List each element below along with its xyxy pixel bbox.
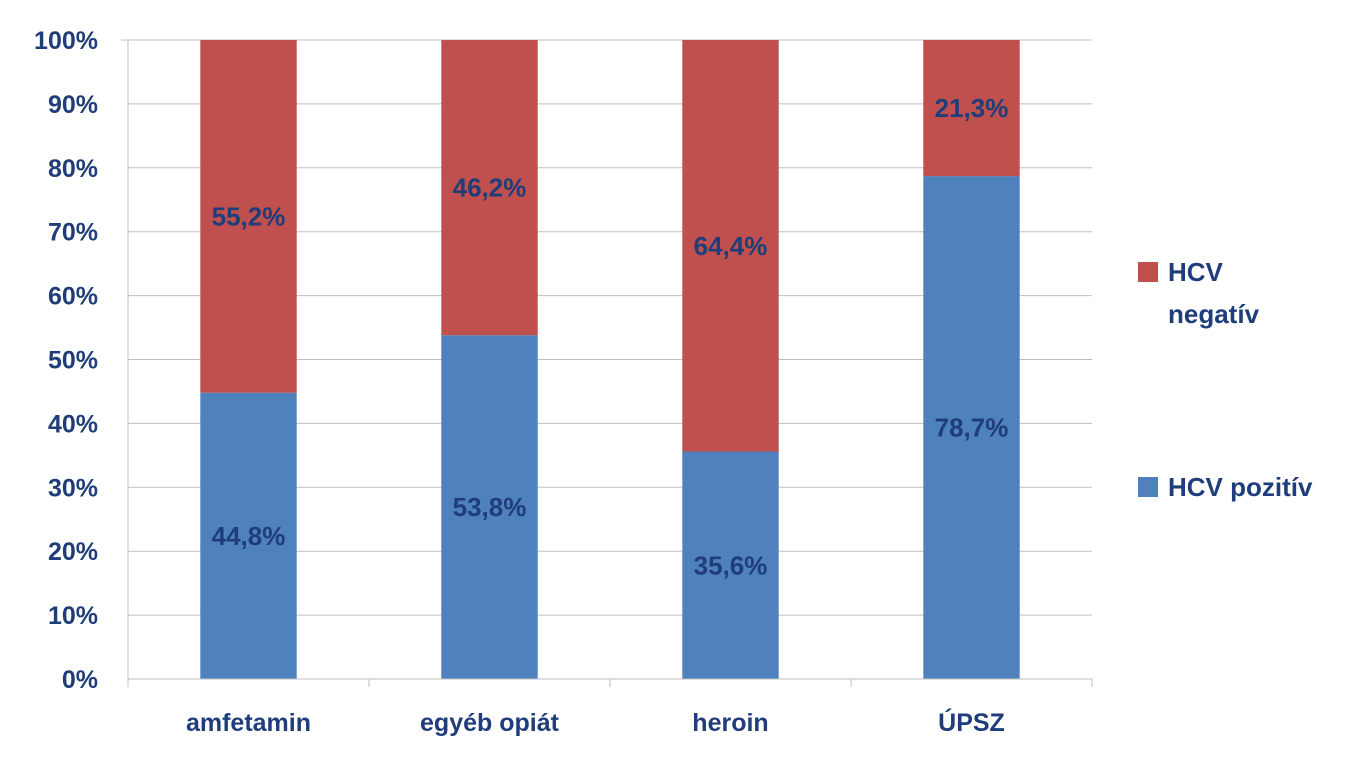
bar-segment xyxy=(682,40,779,452)
data-label: 21,3% xyxy=(935,93,1009,123)
y-tick-label: 50% xyxy=(48,347,98,375)
y-tick-label: 60% xyxy=(48,283,98,311)
bar-segment xyxy=(441,40,538,336)
data-label: 55,2% xyxy=(212,201,286,231)
data-label: 44,8% xyxy=(212,521,286,551)
y-tick-label: 70% xyxy=(48,219,98,247)
bar-segment xyxy=(923,40,1020,177)
legend: HCV negatív HCV pozitív xyxy=(1138,257,1313,502)
legend-swatch xyxy=(1138,262,1158,282)
y-tick-label: 90% xyxy=(48,91,98,119)
bar-segment xyxy=(200,392,297,679)
y-axis-ticks: 0% 10% 20% 30% 40% 50% 60% 70% 80% 90% 100% xyxy=(34,27,98,694)
y-tick-label: 80% xyxy=(48,155,98,183)
data-label: 35,6% xyxy=(694,550,768,580)
y-tick-label: 30% xyxy=(48,474,98,502)
bar-segment xyxy=(441,335,538,679)
y-tick-label: 20% xyxy=(48,538,98,566)
legend-label: HCV pozitív xyxy=(1168,472,1313,502)
data-labels: 44,8% 55,2% 53,8% 46,2% 35,6% 64,4% 78,7% 21,3% xyxy=(212,93,1009,580)
bars xyxy=(200,40,1020,679)
x-category-label: egyéb opiát xyxy=(420,709,560,737)
data-label: 64,4% xyxy=(694,231,768,261)
y-tick-label: 100% xyxy=(34,27,98,55)
x-category-label: heroin xyxy=(692,709,768,737)
axes xyxy=(121,39,1093,687)
y-tick-label: 0% xyxy=(62,666,98,694)
data-label: 53,8% xyxy=(453,492,527,522)
data-label: 78,7% xyxy=(935,413,1009,443)
legend-swatch xyxy=(1138,477,1158,497)
bar-segment xyxy=(923,176,1020,679)
bar-segment xyxy=(682,451,779,679)
y-tick-label: 10% xyxy=(48,602,98,630)
y-tick-label: 40% xyxy=(48,410,98,438)
data-label: 46,2% xyxy=(453,173,527,203)
bar-segment xyxy=(200,40,297,393)
x-category-label: ÚPSZ xyxy=(938,707,1005,737)
x-category-label: amfetamin xyxy=(186,709,311,737)
legend-label: HCV negatív xyxy=(1168,257,1260,329)
x-axis-categories: amfetamin egyéb opiát heroin ÚPSZ xyxy=(186,707,1005,737)
